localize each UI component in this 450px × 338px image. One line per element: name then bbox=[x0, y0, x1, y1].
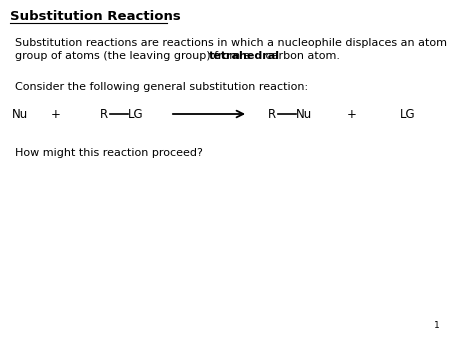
Text: Nu: Nu bbox=[12, 107, 28, 121]
Text: Nu: Nu bbox=[296, 107, 312, 121]
Text: +: + bbox=[347, 107, 357, 121]
Text: R: R bbox=[100, 107, 108, 121]
Text: 1: 1 bbox=[434, 321, 440, 330]
Text: How might this reaction proceed?: How might this reaction proceed? bbox=[15, 148, 203, 158]
Text: LG: LG bbox=[400, 107, 416, 121]
Text: carbon atom.: carbon atom. bbox=[262, 51, 340, 61]
Text: LG: LG bbox=[128, 107, 144, 121]
Text: R: R bbox=[268, 107, 276, 121]
Text: Consider the following general substitution reaction:: Consider the following general substitut… bbox=[15, 82, 308, 92]
Text: tetrahedral: tetrahedral bbox=[209, 51, 280, 61]
Text: Substitution Reactions: Substitution Reactions bbox=[10, 10, 181, 23]
Text: Substitution reactions are reactions in which a nucleophile displaces an atom or: Substitution reactions are reactions in … bbox=[15, 38, 450, 48]
Text: group of atoms (the leaving group) from a: group of atoms (the leaving group) from … bbox=[15, 51, 254, 61]
Text: +: + bbox=[51, 107, 61, 121]
